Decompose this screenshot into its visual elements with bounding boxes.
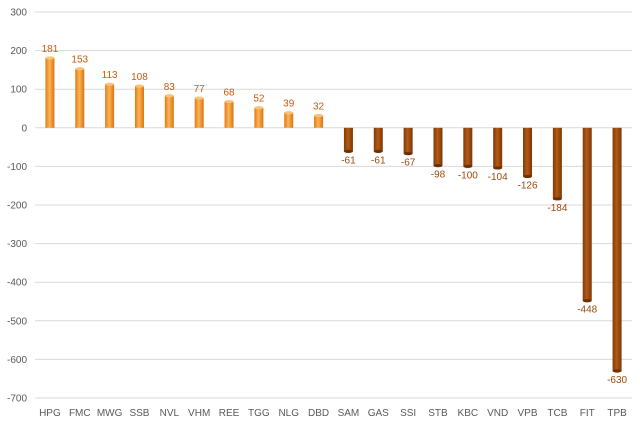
category-label-vnd: VND	[487, 408, 508, 419]
bar-kbc	[463, 127, 473, 167]
bar-nlg	[284, 112, 294, 128]
bar-cap-stb	[433, 164, 443, 168]
bar-cap-gas	[373, 149, 383, 153]
bar-cap-ssb	[134, 84, 144, 88]
gridlines	[35, 11, 632, 399]
category-label-ree: REE	[219, 408, 240, 419]
bar-cap-tcb	[552, 197, 562, 201]
data-label-nvl: 83	[164, 82, 176, 93]
data-labels: 181 153 113 108 83 77 68 52 39 32 -61 -61 -67 -98 -100…	[42, 44, 628, 386]
data-label-dbd: 32	[313, 101, 325, 112]
category-label-nvl: NVL	[160, 408, 180, 419]
bar-ssb	[134, 86, 144, 128]
bar-cap-fmc	[75, 67, 85, 71]
data-label-nlg: 39	[283, 99, 295, 110]
data-label-ssi: -67	[401, 158, 416, 169]
y-tick-label: -500	[7, 316, 27, 327]
bar-gas	[373, 127, 383, 152]
bar-ree	[224, 101, 234, 128]
bar-hpg	[45, 57, 55, 128]
bar-vnd	[493, 127, 503, 168]
bar-cap-vpb	[523, 174, 533, 179]
data-label-vhm: 77	[194, 84, 206, 95]
y-tick-label: -400	[7, 278, 27, 289]
category-label-hpg: HPG	[39, 408, 61, 419]
bar-cap-fit	[582, 299, 592, 303]
data-label-tpb: -630	[607, 375, 627, 386]
bar-cap-tpb	[612, 369, 622, 373]
bar-tcb	[552, 127, 562, 199]
bar-fit	[582, 127, 592, 301]
category-label-tcb: TCB	[547, 408, 567, 419]
data-label-sam: -61	[341, 155, 356, 166]
category-label-ssb: SSB	[129, 408, 149, 419]
bar-cap-nlg	[284, 111, 294, 115]
data-label-stb: -98	[431, 170, 446, 181]
data-label-fmc: 153	[71, 55, 88, 66]
bar-cap-sam	[343, 149, 353, 153]
bar-stb	[433, 127, 443, 166]
data-label-tcb: -184	[547, 203, 567, 214]
bar-cap-ssi	[403, 152, 413, 156]
data-label-vnd: -104	[488, 172, 508, 183]
bar-cap-kbc	[463, 164, 473, 168]
data-label-hpg: 181	[42, 44, 59, 55]
data-label-fit: -448	[577, 305, 597, 316]
y-tick-label: 100	[10, 85, 27, 96]
category-label-gas: GAS	[368, 408, 389, 419]
bar-nvl	[164, 95, 174, 128]
bar-vpb	[523, 127, 533, 177]
data-label-tgg: 52	[253, 94, 265, 105]
y-tick-label: -200	[7, 201, 27, 212]
data-label-ree: 68	[223, 88, 235, 99]
bar-vhm	[194, 98, 204, 128]
data-label-vpb: -126	[518, 180, 538, 191]
data-label-kbc: -100	[458, 170, 478, 181]
bar-cap-vnd	[493, 166, 503, 170]
y-tick-label: 200	[10, 46, 27, 57]
category-labels: HPG FMC MWG SSB NVL VHM REE TGG NLG DBD SAM GAS SSI S…	[39, 408, 627, 419]
bar-ssi	[403, 127, 413, 154]
y-tick-label: -700	[7, 394, 27, 405]
bars	[45, 56, 622, 373]
bar-cap-ree	[224, 99, 234, 104]
category-label-ssi: SSI	[400, 408, 416, 419]
y-tick-label: 0	[21, 123, 27, 134]
bar-cap-hpg	[45, 56, 55, 60]
y-tick-label: 300	[10, 8, 27, 19]
category-label-vpb: VPB	[518, 408, 538, 419]
category-label-mwg: MWG	[97, 408, 123, 419]
y-tick-label: -100	[7, 162, 27, 173]
bar-dbd	[314, 115, 324, 128]
bar-cap-vhm	[194, 96, 204, 100]
category-label-tpb: TPB	[607, 408, 627, 419]
category-label-kbc: KBC	[458, 408, 479, 419]
category-label-fit: FIT	[580, 408, 595, 419]
bar-cap-nvl	[164, 94, 174, 98]
bar-fmc	[75, 68, 85, 128]
category-label-vhm: VHM	[188, 408, 210, 419]
bar-cap-mwg	[105, 82, 115, 86]
data-label-gas: -61	[371, 155, 386, 166]
category-label-stb: STB	[428, 408, 448, 419]
bar-tgg	[254, 107, 264, 128]
category-label-tgg: TGG	[248, 408, 270, 419]
data-label-ssb: 108	[131, 72, 148, 83]
category-label-nlg: NLG	[278, 408, 299, 419]
y-tick-label: -600	[7, 355, 27, 366]
bar-sam	[343, 127, 353, 152]
y-tick-label: -300	[7, 239, 27, 250]
category-label-fmc: FMC	[69, 408, 91, 419]
bar-cap-dbd	[314, 113, 324, 118]
category-label-sam: SAM	[338, 408, 360, 419]
bar-cap-tgg	[254, 106, 264, 110]
y-axis-ticks: 300 200 100 0 -100 -200 -300 -400 -500 -600 -700	[7, 8, 27, 405]
data-label-mwg: 113	[102, 70, 118, 81]
bar-tpb	[612, 127, 622, 371]
bar-mwg	[105, 84, 115, 128]
category-label-dbd: DBD	[308, 408, 329, 419]
